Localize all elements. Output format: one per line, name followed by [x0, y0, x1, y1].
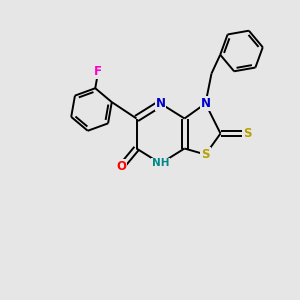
Text: N: N — [155, 97, 166, 110]
Text: S: S — [201, 148, 210, 161]
Text: F: F — [94, 65, 102, 79]
Text: NH: NH — [152, 158, 169, 169]
Text: S: S — [243, 127, 252, 140]
Text: N: N — [200, 97, 211, 110]
Text: O: O — [116, 160, 127, 173]
